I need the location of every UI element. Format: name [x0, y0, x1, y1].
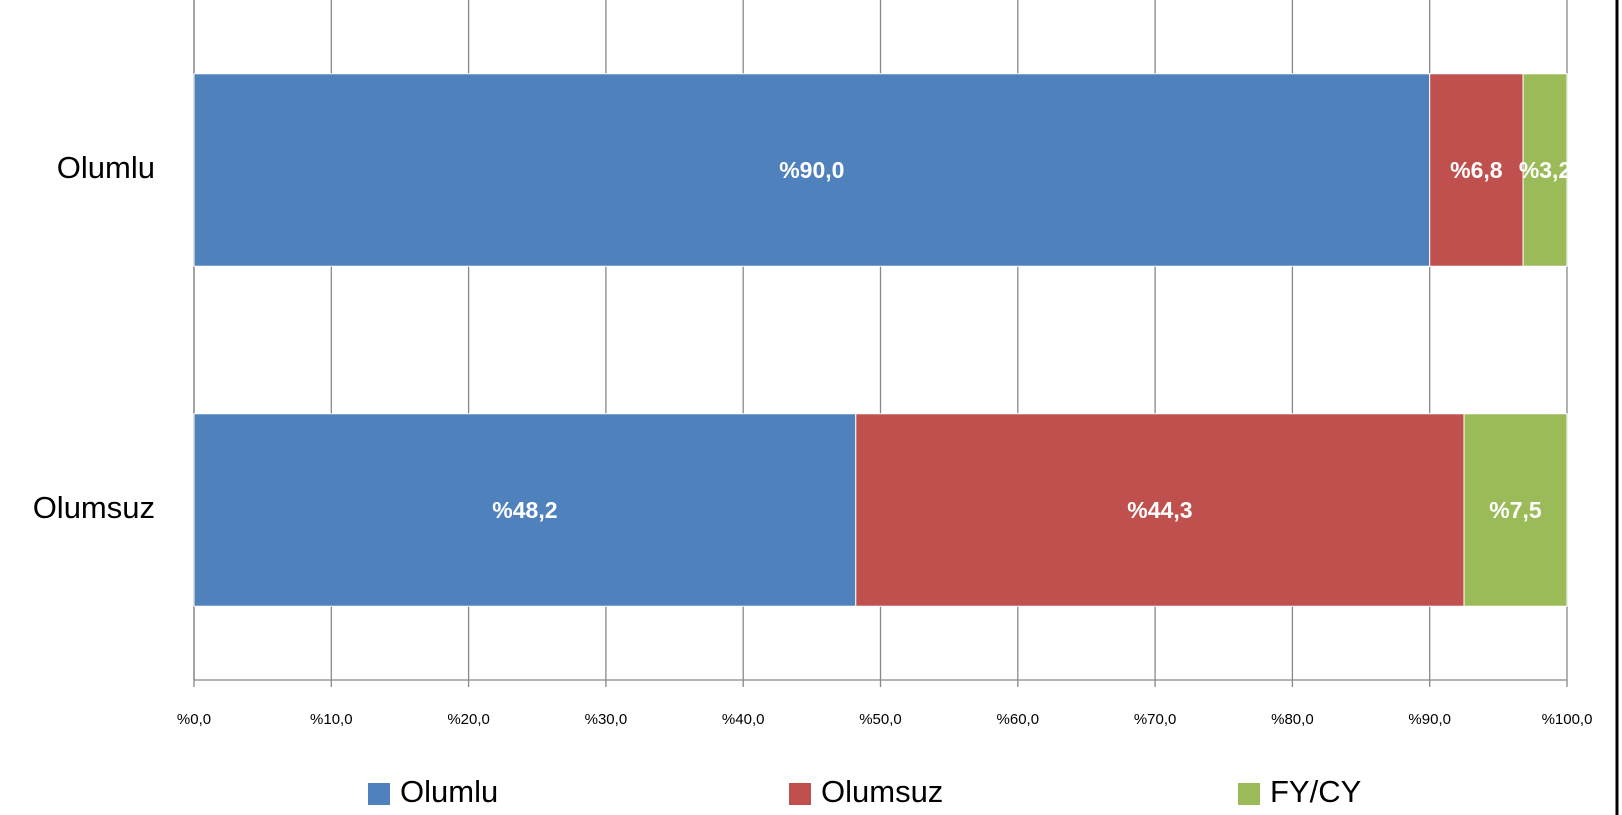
x-tick-label: %40,0 [722, 711, 765, 728]
x-tick-label: %0,0 [177, 711, 211, 728]
legend-label: FY/CY [1270, 774, 1361, 809]
x-tick-label: %90,0 [1408, 711, 1451, 728]
value-label: %7,5 [1489, 497, 1542, 523]
x-tick-label: %60,0 [997, 711, 1040, 728]
x-tick-label: %80,0 [1271, 711, 1314, 728]
value-label: %90,0 [779, 157, 844, 183]
x-tick-label: %70,0 [1134, 711, 1177, 728]
legend-swatch [789, 783, 811, 805]
bar-segment [1429, 73, 1524, 267]
value-label: %6,8 [1450, 157, 1503, 183]
value-label: %44,3 [1127, 497, 1192, 523]
bar-segment [193, 73, 1431, 267]
x-tick-label: %20,0 [447, 711, 490, 728]
legend-swatch [368, 783, 390, 805]
bar-segment [1522, 73, 1568, 267]
value-label: %48,2 [492, 497, 557, 523]
bar-segment [1463, 413, 1568, 607]
x-tick-label: %30,0 [585, 711, 628, 728]
x-tick-label: %50,0 [859, 711, 902, 728]
value-label: %3,2 [1519, 157, 1571, 183]
x-tick-label: %10,0 [310, 711, 353, 728]
legend-swatch [1238, 783, 1260, 805]
legend-label: Olumsuz [821, 774, 943, 809]
x-tick-label: %100,0 [1542, 711, 1593, 728]
legend-label: Olumlu [400, 774, 498, 809]
bar-segment [193, 413, 857, 607]
bar-segment [855, 413, 1465, 607]
y-tick-label: Olumsuz [33, 490, 155, 525]
y-tick-label: Olumlu [57, 150, 155, 185]
